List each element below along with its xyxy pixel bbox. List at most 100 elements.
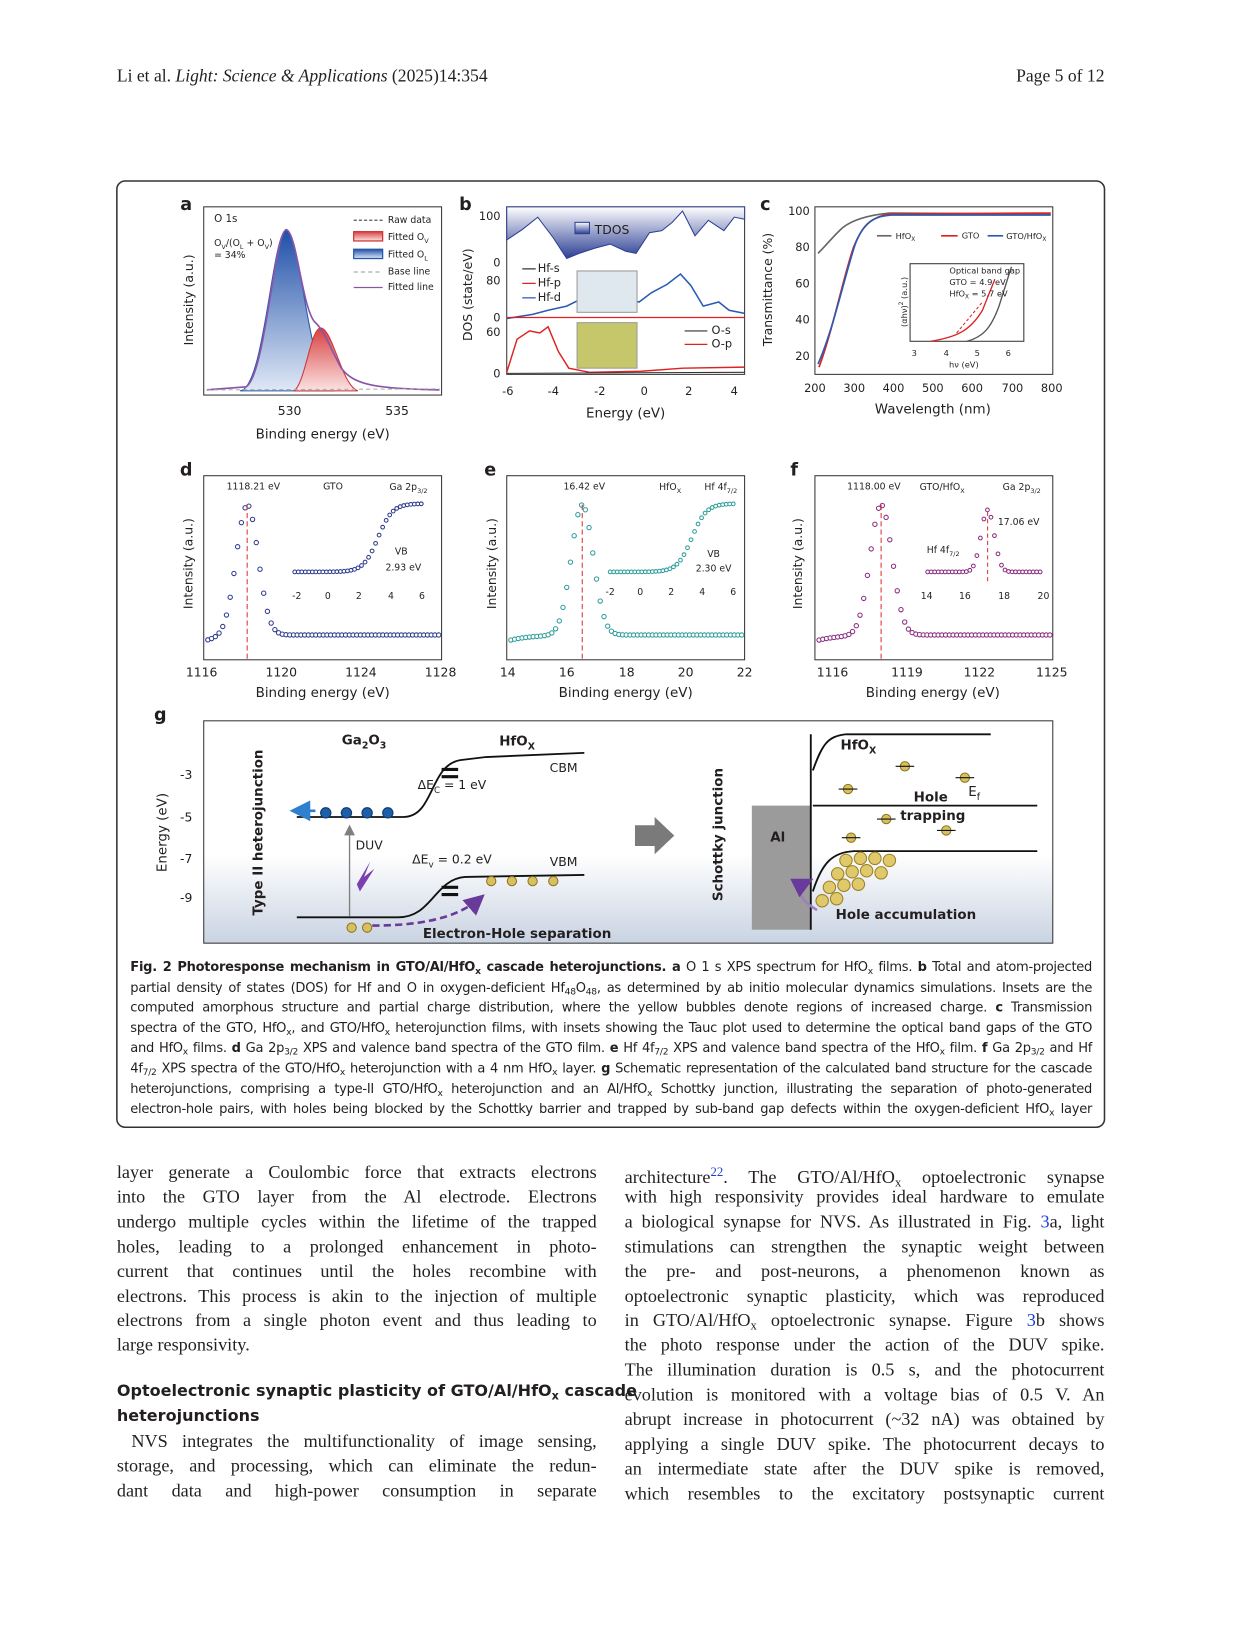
text-run: 2 — [362, 740, 369, 751]
text-run: electron-hole pairs, with holes being bl… — [130, 1100, 1050, 1117]
marker — [985, 507, 990, 513]
marker — [216, 630, 222, 636]
text-run: GTO/HfO — [1006, 230, 1043, 240]
figure-text: 18 — [998, 591, 1010, 602]
marker — [380, 524, 386, 530]
marker — [369, 548, 375, 554]
text-run: = 1 eV — [440, 776, 487, 791]
text-run: 3 — [1040, 1210, 1050, 1232]
section-heading: Optoelectronic synaptic plasticity of GT… — [116, 1380, 637, 1408]
figure-text: 1124 — [345, 665, 377, 680]
marker — [898, 606, 904, 613]
marker — [839, 853, 853, 868]
marker — [974, 553, 980, 558]
marker — [340, 807, 353, 819]
figure-text: trapping — [900, 809, 965, 824]
figure-text: 20 — [795, 349, 809, 363]
marker — [667, 566, 673, 572]
marker — [560, 604, 566, 611]
marker — [988, 514, 994, 520]
figure-text: O-p — [712, 336, 733, 350]
text-run: V — [424, 237, 429, 245]
marker — [597, 598, 603, 604]
text-line: electrons from a single photon event and… — [117, 1309, 597, 1332]
figure-text: 1128 — [425, 665, 457, 680]
figure-text: -9 — [180, 890, 192, 905]
figure-text: OV/(OL + OV) — [214, 238, 273, 251]
panel-b-curves — [506, 206, 746, 374]
marker — [999, 562, 1004, 568]
figure-text: 700 — [1002, 381, 1024, 395]
text-run: Fitted O — [388, 249, 424, 260]
figure-text: 0 — [493, 256, 500, 270]
figure-text: HfOX — [896, 230, 916, 242]
axis-label: (αhν)2 (a.u.) — [898, 277, 908, 327]
text-run: Ga 2p — [389, 482, 417, 493]
marker — [671, 564, 676, 570]
marker — [859, 864, 874, 878]
axis-label: a — [180, 195, 192, 215]
marker — [361, 922, 373, 933]
text-run: 3 — [1026, 1309, 1036, 1331]
marker — [837, 878, 851, 892]
figure-text: HfOX — [840, 739, 877, 757]
text-run: films. — [872, 958, 918, 975]
text-line: large responsivity. — [117, 1333, 597, 1356]
marker — [695, 521, 701, 527]
text-run: computed amorphous structure and partial… — [130, 999, 996, 1015]
marker — [864, 572, 871, 579]
marker — [882, 853, 897, 868]
axis-label: d — [180, 461, 193, 481]
marker — [883, 514, 889, 521]
text-run: the photo response under the action of t… — [624, 1334, 1105, 1356]
caption-line: partial density of states (DOS) for Hf a… — [130, 978, 1092, 1001]
figure-text: -2 — [292, 591, 301, 602]
figure-text: 1120 — [266, 665, 298, 680]
figure-text: -2 — [606, 587, 615, 598]
text-run: an intermediate state after the DUV spik… — [624, 1457, 1105, 1479]
figure-text: 800 — [1041, 381, 1063, 395]
marker — [436, 632, 442, 638]
figure-text: 1116 — [817, 665, 849, 680]
text-run: ΔE — [412, 851, 428, 866]
marker — [376, 532, 382, 538]
marker — [706, 507, 711, 513]
figure-text: 5 — [975, 348, 980, 358]
figure-text: 22 — [737, 665, 753, 680]
text-run: into the GTO layer from the Al electrode… — [116, 1186, 597, 1207]
text-run: current that continues until the holes r… — [116, 1260, 597, 1281]
figure-text: 16 — [559, 665, 575, 680]
marker — [851, 877, 866, 891]
marker — [527, 875, 538, 887]
text-run: evolution is monitored with a voltage bi… — [624, 1383, 1105, 1405]
axis-label: Energy (eV) — [586, 407, 665, 422]
text-run: the pre- and post-neurons, a phenomenon … — [624, 1260, 1105, 1281]
text-run: Fig. 2 Photoresponse mechanism in GTO/Al… — [130, 958, 476, 975]
figure-text: 1125 — [1036, 665, 1068, 680]
marker — [549, 630, 555, 636]
figure-text: Base line — [388, 266, 431, 277]
text-run: X — [677, 487, 682, 495]
marker — [849, 628, 856, 635]
figure-text: ΔEv = 0.2 eV — [412, 851, 492, 870]
panel-g-carriers — [320, 761, 975, 933]
marker — [486, 875, 497, 887]
text-run: , and GTO/HfO — [291, 1019, 385, 1035]
text-run: heterojunctions, comprising a type-II GT… — [130, 1080, 438, 1096]
marker — [905, 626, 912, 632]
axis-label: Intensity (a.u.) — [790, 518, 805, 609]
text-run: O 1 s XPS spectrum for HfO — [680, 958, 868, 975]
text-run: Optoelectronic synaptic plasticity of GT… — [116, 1381, 552, 1401]
figure-text: Hole accumulation — [836, 908, 977, 923]
marker — [264, 608, 271, 615]
marker — [220, 623, 226, 630]
panel-def-markers — [205, 501, 1053, 660]
marker — [249, 516, 256, 523]
marker — [346, 922, 357, 933]
figure-text: Hf 4f7/2 — [704, 482, 737, 495]
figure-text: 2.30 eV — [696, 563, 732, 574]
text-line: The illumination duration is 0.5 s, and … — [625, 1358, 1105, 1381]
axis-label: g — [154, 706, 167, 726]
